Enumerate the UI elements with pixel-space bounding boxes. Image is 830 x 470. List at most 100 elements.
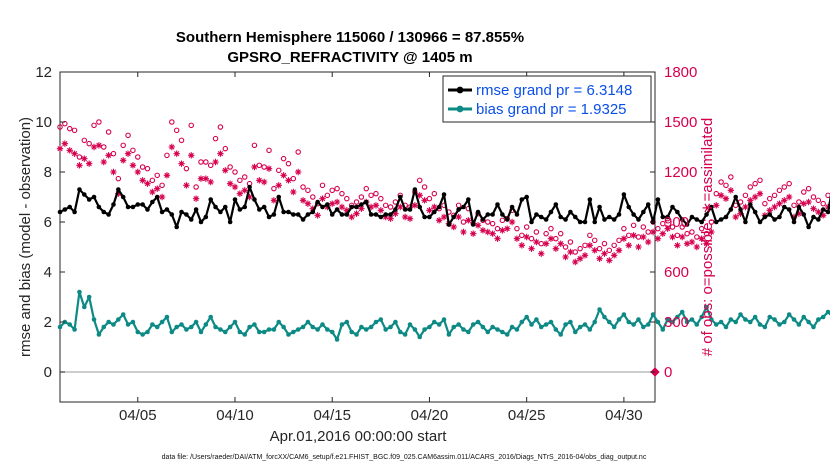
obs-assimilated-point: [333, 198, 341, 206]
y-tick-label: 4: [44, 264, 52, 281]
obs-possible-point: [718, 179, 724, 185]
rmse-point: [621, 192, 627, 197]
bias-point: [135, 329, 141, 335]
obs-assimilated-point: [241, 187, 248, 194]
obs-assimilated-point: [168, 143, 176, 151]
x-tick-label: 04/30: [605, 407, 643, 424]
rmse-point: [397, 194, 403, 200]
obs-possible-point: [757, 177, 763, 184]
obs-assimilated-point: [591, 247, 598, 254]
obs-assimilated-point: [76, 162, 83, 169]
bias-point: [461, 327, 466, 332]
rmse-point: [111, 202, 116, 207]
bias-point: [281, 324, 286, 330]
obs-possible-point: [587, 232, 593, 239]
rmse-point: [582, 219, 588, 225]
bias-point: [767, 314, 773, 320]
bias-point: [519, 319, 525, 325]
bias-point: [179, 322, 184, 327]
obs-assimilated-point: [465, 217, 472, 224]
chart-subtitle: GPSRO_REFRACTIVITY @ 1405 m: [227, 49, 472, 66]
obs-assimilated-point: [474, 222, 482, 229]
rmse-point: [203, 214, 209, 220]
x-tick-label: 04/20: [411, 407, 449, 424]
obs-assimilated-point: [304, 200, 312, 207]
bias-point: [120, 312, 126, 317]
obs-possible-point: [266, 147, 272, 154]
rmse-point: [461, 204, 466, 210]
obs-possible-point: [766, 195, 773, 202]
obs-possible-point: [261, 164, 267, 170]
obs-possible-point: [621, 225, 627, 232]
obs-possible-point: [130, 147, 136, 154]
obs-possible-point: [62, 120, 68, 127]
obs-assimilated-point: [528, 245, 535, 252]
obs-possible-point: [703, 230, 710, 237]
obs-assimilated-point: [547, 235, 555, 242]
obs-possible-point: [485, 219, 491, 225]
obs-assimilated-point: [776, 200, 783, 207]
obs-assimilated-point: [367, 203, 375, 211]
rmse-series: [57, 184, 830, 230]
rmse-point: [816, 217, 821, 222]
obs-possible-point: [305, 187, 311, 194]
x-tick-label: 04/25: [508, 407, 546, 424]
obs-possible-point: [825, 192, 830, 199]
bias-point: [568, 319, 573, 325]
obs-assimilated-point: [576, 255, 584, 262]
bias-point: [675, 314, 680, 320]
obs-assimilated-point: [771, 203, 778, 211]
legend-bias-label: bias grand pr = 1.9325: [476, 101, 627, 118]
obs-assimilated-point: [144, 180, 151, 187]
rmse-point: [675, 209, 680, 215]
obs-possible-point: [494, 225, 501, 232]
bias-point: [339, 322, 345, 327]
x-axis: 04/05 04/10 04/15 04/20 04/25 04/30: [119, 72, 643, 424]
obs-possible-point: [708, 219, 715, 225]
bias-point: [816, 317, 821, 322]
footer-file-path: data file: /Users/raeder/DAI/ATM_forcXX/…: [162, 454, 647, 461]
obs-possible-point: [217, 124, 224, 130]
bias-point: [257, 329, 262, 335]
x-axis-label: Apr.01,2016 00:00:00 start: [270, 428, 448, 445]
obs-possible-point: [543, 230, 549, 237]
obs-assimilated-point: [742, 203, 749, 211]
rmse-point: [782, 204, 787, 210]
obs-assimilated-point: [265, 165, 273, 172]
rmse-point: [266, 214, 272, 220]
obs-possible-point: [212, 135, 219, 142]
bias-point: [198, 329, 204, 335]
obs-assimilated-point: [56, 145, 64, 152]
obs-assimilated-point: [387, 215, 394, 222]
rmse-point: [791, 219, 797, 225]
obs-possible-point: [149, 177, 156, 184]
obs-possible-point: [300, 184, 306, 190]
obs-assimilated-point: [499, 227, 506, 234]
bias-point: [534, 317, 539, 322]
rmse-point: [101, 209, 107, 215]
legend-bias-marker: [456, 105, 464, 113]
y-right-tick-label: 1500: [664, 114, 697, 131]
rmse-point: [466, 197, 471, 202]
bias-point: [495, 327, 500, 332]
rmse-point: [519, 197, 525, 202]
rmse-point: [811, 214, 816, 220]
obs-assimilated-point: [61, 140, 69, 147]
bias-series: [57, 289, 830, 342]
rmse-point: [354, 204, 359, 210]
obs-assimilated-point: [382, 213, 389, 221]
obs-possible-point: [86, 140, 92, 147]
obs-possible-point: [577, 245, 583, 252]
obs-assimilated-point: [226, 180, 234, 187]
bias-point: [354, 332, 359, 337]
x-tick-label: 04/15: [313, 407, 351, 424]
bias-point: [368, 324, 374, 330]
obs-assimilated-point: [620, 235, 628, 242]
bias-point: [616, 317, 622, 322]
obs-assimilated-point: [401, 213, 409, 221]
obs-assimilated-point: [640, 233, 647, 241]
bias-point: [631, 322, 636, 327]
bias-point: [188, 324, 194, 330]
obs-assimilated-point: [207, 178, 214, 186]
rmse-point: [286, 209, 291, 215]
